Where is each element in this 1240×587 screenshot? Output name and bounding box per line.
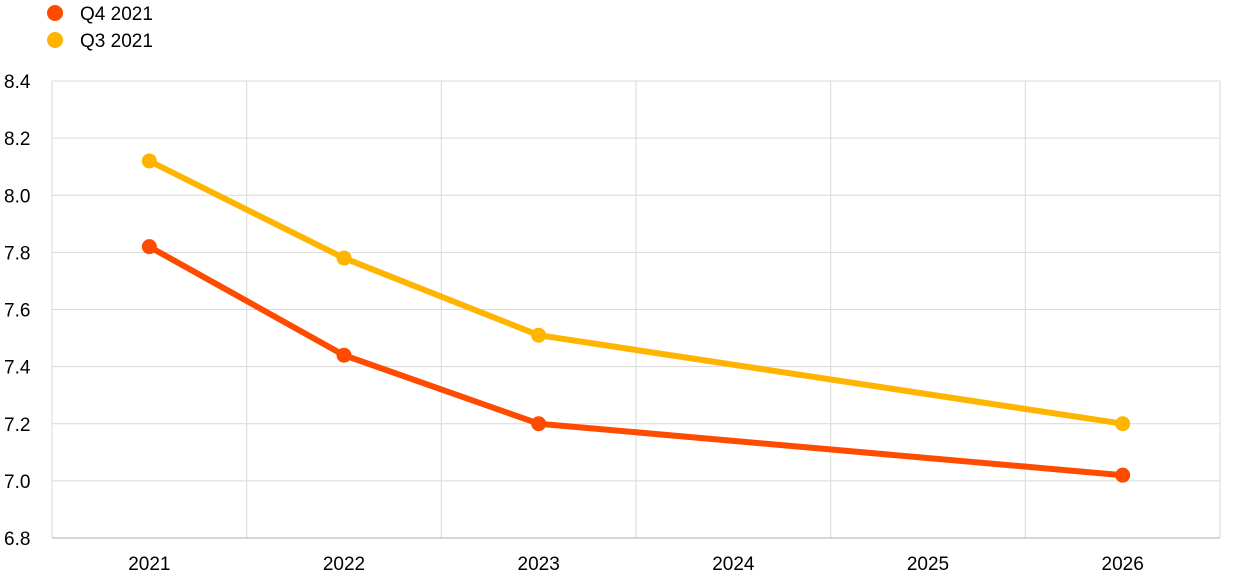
series-line-q4-2021	[146, 243, 1126, 479]
legend-label: Q3 2021	[80, 31, 153, 52]
x-tick-label: 2026	[1102, 554, 1144, 575]
x-tick-label: 2025	[907, 554, 949, 575]
y-tick-label: 6.8	[4, 529, 30, 550]
y-tick-label: 7.0	[4, 472, 30, 493]
y-tick-label: 7.8	[4, 243, 30, 264]
x-tick-label: 2023	[518, 554, 560, 575]
grid-lines	[51, 80, 1221, 539]
data-point-q4-2021	[531, 416, 547, 432]
series-line-q3-2021	[146, 158, 1126, 427]
legend-marker	[47, 32, 63, 48]
y-tick-label: 7.6	[4, 301, 30, 322]
x-tick-label: 2021	[128, 554, 170, 575]
y-tick-label: 8.2	[4, 129, 30, 150]
y-tick-label: 8.4	[4, 72, 31, 93]
x-axis: 2021 2022 2023 2024 2025 2026	[52, 537, 1220, 575]
data-point-q3-2021	[1115, 416, 1131, 432]
data-point-q4-2021	[141, 239, 157, 255]
y-tick-label: 7.4	[4, 358, 31, 379]
data-point-q3-2021	[141, 153, 157, 169]
legend: Q4 2021 Q3 2021	[47, 4, 153, 52]
data-point-q3-2021	[336, 250, 352, 266]
y-axis: 6.8 7.0 7.2 7.4 7.6 7.8 8.0 8.2 8.4	[4, 72, 31, 550]
y-tick-label: 7.2	[4, 415, 30, 436]
data-point-q4-2021	[1115, 467, 1131, 483]
legend-marker	[47, 5, 63, 21]
data-point-q3-2021	[531, 327, 547, 343]
series-group	[141, 153, 1131, 483]
legend-label: Q4 2021	[80, 4, 153, 25]
x-tick-label: 2022	[323, 554, 365, 575]
x-tick-label: 2024	[712, 554, 755, 575]
y-tick-label: 8.0	[4, 186, 30, 207]
data-point-q4-2021	[336, 347, 352, 363]
